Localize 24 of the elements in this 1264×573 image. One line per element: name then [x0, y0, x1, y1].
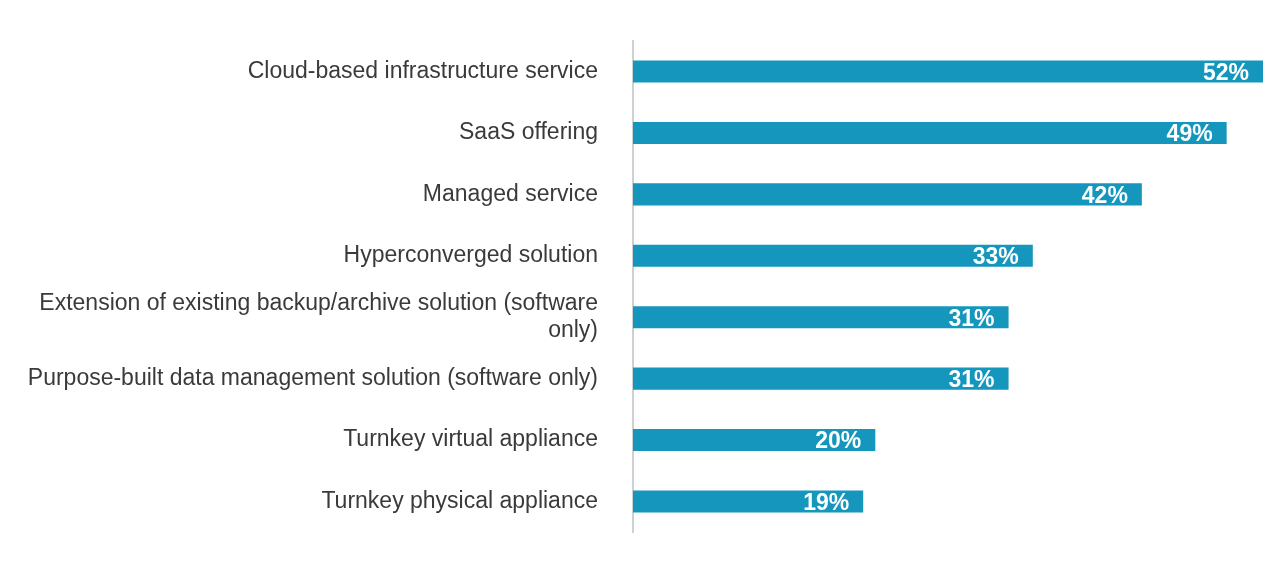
data-label: 20%	[815, 427, 862, 454]
y-tick-label: Extension of existing backup/archive solution (software only)	[39, 288, 598, 343]
bar	[633, 429, 876, 452]
data-label: 33%	[972, 243, 1019, 270]
data-label: 31%	[948, 304, 995, 331]
y-tick-label: Purpose-built data management solution (software only)	[27, 363, 598, 390]
y-tick-label: Turnkey virtual appliance	[343, 425, 598, 452]
y-tick-label: Hyperconverged solution	[343, 241, 598, 268]
data-label: 19%	[803, 488, 850, 515]
bar	[633, 306, 1009, 329]
y-tick-label: Cloud-based infrastructure service	[247, 56, 598, 83]
y-tick-label: Turnkey physical appliance	[321, 486, 598, 513]
bar	[633, 367, 1009, 390]
bar	[633, 490, 864, 513]
y-tick-label: Managed service	[422, 179, 598, 206]
y-tick-label: SaaS offering	[459, 118, 598, 145]
bar	[633, 244, 1033, 267]
bar	[633, 121, 1227, 144]
bar	[633, 60, 1263, 83]
data-label: 52%	[1202, 58, 1249, 85]
data-label: 42%	[1081, 181, 1128, 208]
data-label: 31%	[948, 365, 995, 392]
bar	[633, 183, 1142, 206]
data-label: 49%	[1166, 120, 1213, 147]
